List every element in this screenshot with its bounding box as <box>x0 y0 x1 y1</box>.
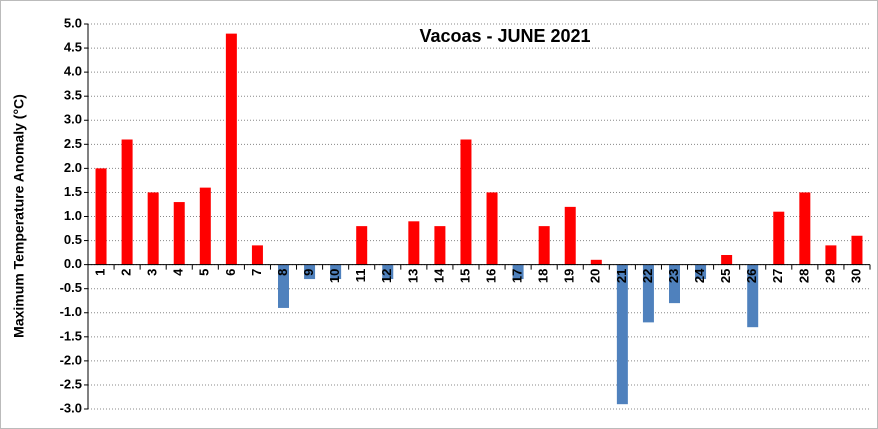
x-tick-label: 9 <box>301 269 316 276</box>
x-tick-label: 11 <box>353 269 368 283</box>
x-tick-label: 15 <box>457 269 472 283</box>
x-tick-label: 27 <box>770 269 785 283</box>
x-tick-label: 20 <box>588 269 603 283</box>
y-axis-label: Maximum Temperature Anomaly (°C) <box>11 94 27 338</box>
bar <box>825 245 837 265</box>
bar <box>538 226 550 265</box>
x-tick-label: 28 <box>796 269 811 283</box>
bar <box>251 245 263 265</box>
bar <box>330 264 342 280</box>
x-tick-label: 2 <box>119 269 134 276</box>
x-tick-label: 14 <box>431 268 446 283</box>
x-tick-label: 5 <box>197 269 212 276</box>
bar <box>147 192 159 265</box>
x-tick-label: 16 <box>483 269 498 283</box>
y-tick-label: 5.0 <box>64 15 82 30</box>
y-tick-label: -2.5 <box>60 376 82 391</box>
x-tick-label: 30 <box>848 269 863 283</box>
y-tick-label: -3.0 <box>60 400 82 415</box>
y-tick-label: 0.5 <box>64 232 82 247</box>
x-tick-label: 8 <box>275 269 290 276</box>
bar <box>382 264 394 280</box>
x-tick-label: 21 <box>614 269 629 283</box>
y-tick-label: -1.0 <box>60 304 82 319</box>
bar <box>95 168 107 265</box>
x-tick-label: 13 <box>405 269 420 283</box>
bar <box>225 33 237 265</box>
bar <box>199 187 211 265</box>
x-tick-label: 29 <box>822 269 837 283</box>
bar <box>512 264 524 280</box>
bar <box>434 226 446 265</box>
x-tick-label: 4 <box>171 268 186 276</box>
bar <box>642 264 654 323</box>
bar <box>747 264 759 328</box>
bar <box>695 264 707 280</box>
bar <box>590 259 602 265</box>
bar <box>616 264 628 405</box>
bar <box>486 192 498 265</box>
x-tick-label: 26 <box>744 269 759 283</box>
bar <box>356 226 368 265</box>
y-tick-label: 1.5 <box>64 184 82 199</box>
x-tick-label: 24 <box>692 268 707 283</box>
x-tick-label: 25 <box>718 269 733 283</box>
bar <box>669 264 680 304</box>
y-tick-label: 2.5 <box>64 136 82 151</box>
bar <box>121 139 133 265</box>
y-tick-label: 2.0 <box>64 160 82 175</box>
y-tick-label: -1.5 <box>60 328 82 343</box>
y-tick-label: 3.5 <box>64 88 82 103</box>
x-tick-label: 22 <box>640 269 655 283</box>
bar <box>408 221 420 265</box>
x-tick-label: 6 <box>223 269 238 276</box>
x-tick-label: 7 <box>249 269 264 276</box>
chart-title: Vacoas - JUNE 2021 <box>419 26 590 46</box>
bar <box>721 255 733 265</box>
x-tick-label: 23 <box>666 269 681 283</box>
y-tick-label: -0.5 <box>60 280 82 295</box>
x-tick-label: 18 <box>536 269 551 283</box>
x-tick-label: 10 <box>327 269 342 283</box>
x-tick-label: 12 <box>379 269 394 283</box>
y-tick-label: -2.0 <box>60 352 82 367</box>
bar <box>564 206 576 265</box>
x-tick-label: 1 <box>92 269 107 276</box>
x-tick-label: 17 <box>510 269 525 283</box>
bar <box>278 264 289 308</box>
x-tick-label: 3 <box>145 269 160 276</box>
y-tick-label: 4.0 <box>64 64 82 79</box>
x-tick-label: 19 <box>562 269 577 283</box>
bar <box>173 202 185 265</box>
bar <box>799 192 811 265</box>
bar <box>851 235 863 265</box>
y-tick-label: 4.5 <box>64 40 82 55</box>
bar <box>304 264 316 280</box>
y-tick-label: 1.0 <box>64 208 82 223</box>
y-tick-label: 3.0 <box>64 112 82 127</box>
y-tick-label: 0.0 <box>64 256 82 271</box>
bar <box>460 139 472 265</box>
bar <box>773 211 785 265</box>
